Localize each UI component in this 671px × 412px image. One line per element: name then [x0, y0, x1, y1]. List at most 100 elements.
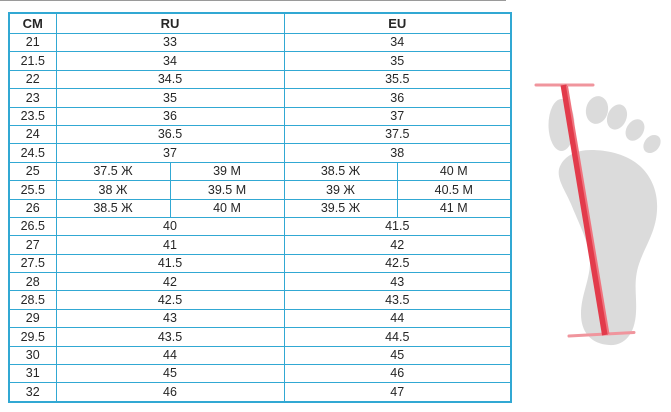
cell-cm: 21	[8, 32, 57, 53]
cell-cm: 30	[8, 345, 57, 366]
measurement-cap-bottom	[567, 331, 636, 338]
table-row: 28 42 43	[8, 272, 512, 292]
table-row: 29.5 43.5 44.5	[8, 327, 512, 347]
header-row: CM RU EU	[8, 12, 512, 34]
cell-eu-men: 40 М	[396, 161, 512, 182]
size-table-body: 21 33 34 21.5 34 35 22 34.5 35.5 23 35 36 23.5 36 37 24…	[8, 32, 512, 403]
third-toe-shape	[606, 104, 628, 130]
cell-eu: 35.5	[283, 69, 512, 90]
cell-ru: 42.5	[55, 290, 285, 310]
cell-eu: 42	[283, 235, 512, 255]
cell-cm: 26.5	[8, 216, 57, 237]
cell-eu: 37.5	[283, 124, 512, 145]
cell-cm: 22	[8, 69, 57, 90]
cell-ru: 37	[55, 143, 285, 163]
cell-ru: 36.5	[55, 124, 285, 145]
table-row: 25 37.5 Ж 39 М 38.5 Ж 40 М	[8, 161, 512, 182]
cell-eu-women: 39 Ж	[283, 180, 398, 200]
cell-eu-men: 41 М	[396, 198, 512, 218]
cell-ru: 33	[55, 32, 285, 53]
cell-ru-men: 40 М	[169, 198, 285, 218]
foot-sole-shape	[558, 150, 658, 346]
table-row: 30 44 45	[8, 345, 512, 366]
cell-ru: 35	[55, 88, 285, 108]
cell-ru: 46	[55, 382, 285, 403]
cell-cm: 26	[8, 198, 57, 218]
cell-cm: 23.5	[8, 106, 57, 126]
cell-ru: 43	[55, 308, 285, 329]
cell-ru: 40	[55, 216, 285, 237]
cell-eu: 44.5	[283, 327, 512, 347]
fourth-toe-shape	[625, 119, 645, 141]
cell-ru-women: 38.5 Ж	[55, 198, 171, 218]
measurement-line	[560, 84, 608, 336]
cell-eu: 35	[283, 51, 512, 71]
cell-cm: 29.5	[8, 327, 57, 347]
cell-ru: 42	[55, 272, 285, 292]
cell-cm: 25.5	[8, 180, 57, 200]
cell-cm: 28.5	[8, 290, 57, 310]
cell-eu: 38	[283, 143, 512, 163]
cell-eu: 41.5	[283, 216, 512, 237]
cell-ru: 43.5	[55, 327, 285, 347]
cell-ru: 41.5	[55, 253, 285, 274]
cell-ru-women: 38 Ж	[55, 180, 171, 200]
cell-eu: 45	[283, 345, 512, 366]
cell-cm: 27	[8, 235, 57, 255]
cell-eu: 44	[283, 308, 512, 329]
cell-eu: 43	[283, 272, 512, 292]
top-crop-line	[0, 0, 506, 1]
cell-cm: 29	[8, 308, 57, 329]
table-row: 28.5 42.5 43.5	[8, 290, 512, 310]
table-row: 24.5 37 38	[8, 143, 512, 163]
cell-eu-women: 39.5 Ж	[283, 198, 398, 218]
shoe-size-table: CM RU EU 21 33 34 21.5 34 35 22 34.5 35.5 23 35 36 2…	[8, 12, 512, 403]
cell-eu: 43.5	[283, 290, 512, 310]
second-toe-shape	[585, 96, 609, 124]
cell-ru: 34.5	[55, 69, 285, 90]
table-row: 31 45 46	[8, 364, 512, 384]
measurement-line-highlight	[566, 85, 610, 335]
table-row: 26 38.5 Ж 40 М 39.5 Ж 41 М	[8, 198, 512, 218]
table-row: 23.5 36 37	[8, 106, 512, 126]
cell-eu-men: 40.5 М	[396, 180, 512, 200]
cell-cm: 27.5	[8, 253, 57, 274]
header-eu: EU	[283, 12, 512, 34]
table-row: 27.5 41.5 42.5	[8, 253, 512, 274]
cell-eu: 36	[283, 88, 512, 108]
cell-eu: 47	[283, 382, 512, 403]
cell-ru: 36	[55, 106, 285, 126]
cell-cm: 31	[8, 364, 57, 384]
table-row: 26.5 40 41.5	[8, 216, 512, 237]
cell-eu: 46	[283, 364, 512, 384]
cell-cm: 32	[8, 382, 57, 403]
table-row: 21 33 34	[8, 32, 512, 53]
table-row: 29 43 44	[8, 308, 512, 329]
cell-eu: 34	[283, 32, 512, 53]
table-row: 23 35 36	[8, 88, 512, 108]
cell-eu: 42.5	[283, 253, 512, 274]
cell-ru-men: 39 М	[169, 161, 285, 182]
cell-ru: 41	[55, 235, 285, 255]
size-table-header: CM RU EU	[8, 12, 512, 34]
header-cm: CM	[8, 12, 57, 34]
cell-eu: 37	[283, 106, 512, 126]
cell-cm: 24.5	[8, 143, 57, 163]
cell-ru: 44	[55, 345, 285, 366]
table-row: 21.5 34 35	[8, 51, 512, 71]
header-ru: RU	[55, 12, 285, 34]
table-row: 22 34.5 35.5	[8, 69, 512, 90]
cell-eu-women: 38.5 Ж	[283, 161, 398, 182]
foot-measurement-illustration	[534, 83, 661, 346]
table-row: 24 36.5 37.5	[8, 124, 512, 145]
pinky-toe-shape	[643, 134, 661, 154]
cell-ru-women: 37.5 Ж	[55, 161, 171, 182]
cell-ru-men: 39.5 М	[169, 180, 285, 200]
table-row: 27 41 42	[8, 235, 512, 255]
cell-cm: 21.5	[8, 51, 57, 71]
table-row: 32 46 47	[8, 382, 512, 403]
cell-ru: 34	[55, 51, 285, 71]
cell-ru: 45	[55, 364, 285, 384]
cell-cm: 28	[8, 272, 57, 292]
